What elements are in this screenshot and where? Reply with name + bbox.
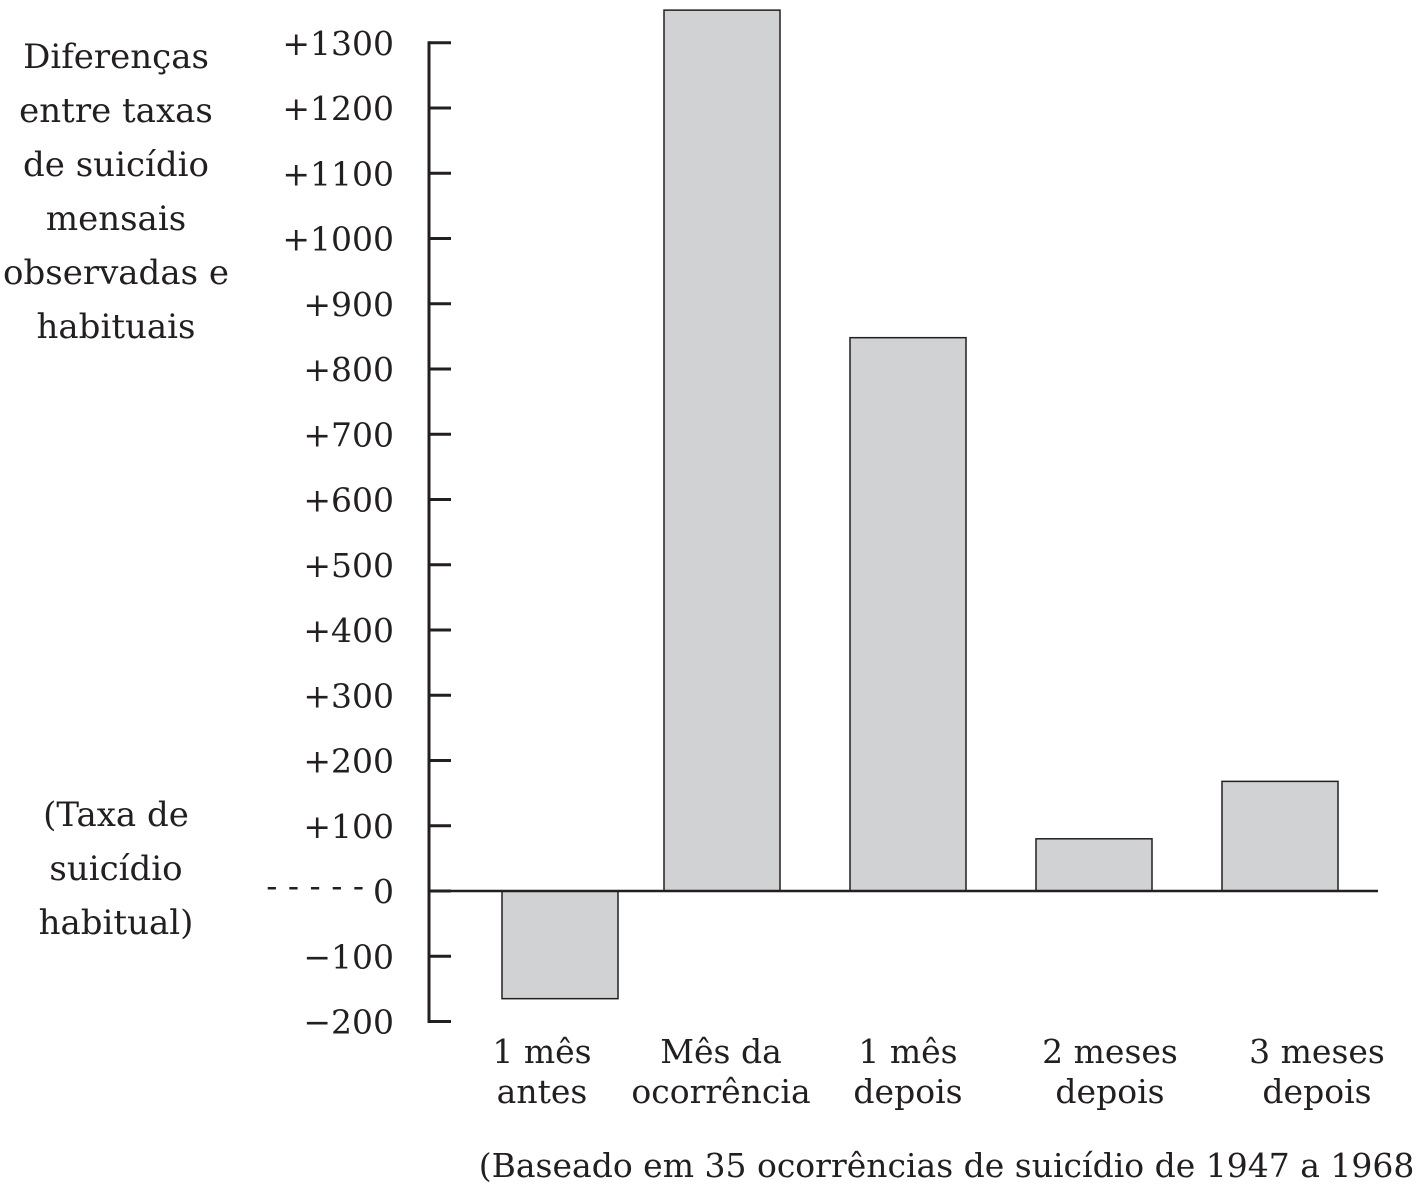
x-category-label: antes (497, 1072, 588, 1111)
baseline-note: (Taxa de suicídio habitual) (39, 795, 194, 943)
baseline-note-line: habitual) (39, 903, 194, 943)
y-tick-label: +1200 (282, 89, 394, 128)
y-tick-label: +700 (303, 415, 394, 454)
baseline-note-line: suicídio (49, 849, 182, 889)
y-tick-label: +400 (303, 611, 394, 650)
x-category-label: 1 mês (858, 1032, 957, 1071)
y-axis-label-line: Diferenças (23, 37, 209, 77)
bar (1035, 838, 1153, 892)
y-tick-label: +600 (303, 481, 394, 520)
baseline-note-line: (Taxa de (43, 795, 189, 835)
y-tick-label: +100 (303, 807, 394, 846)
x-category-label: 1 mês (492, 1032, 591, 1071)
y-axis-label-line: observadas e (3, 253, 229, 293)
bar (1221, 780, 1339, 892)
y-tick-label: −100 (303, 937, 394, 976)
bar (849, 336, 967, 892)
y-axis-label-line: mensais (46, 199, 186, 239)
y-tick-label: 0 (373, 872, 394, 911)
y-tick-label: +200 (303, 742, 394, 781)
x-category-label: depois (853, 1072, 962, 1111)
x-category-label: ocorrência (631, 1072, 810, 1111)
baseline-dash-marker: - - - - - (266, 866, 364, 905)
y-axis-label-line: de suicídio (23, 145, 209, 185)
chart-caption: (Baseado em 35 ocorrências de suicídio d… (479, 1146, 1416, 1184)
y-tick-label: +1000 (282, 220, 394, 259)
x-category-label: 2 meses (1042, 1032, 1178, 1071)
bar (501, 890, 619, 1000)
y-tick-label: +1100 (282, 154, 394, 193)
y-tick-label: +300 (303, 676, 394, 715)
x-category-label: 3 meses (1249, 1032, 1385, 1071)
y-tick-label: +500 (303, 546, 394, 585)
y-axis-label-line: entre taxas (19, 91, 213, 131)
y-tick-label: +800 (303, 350, 394, 389)
y-tick-label: −200 (303, 1003, 394, 1042)
x-category-label: depois (1262, 1072, 1371, 1111)
x-category-label: depois (1055, 1072, 1164, 1111)
x-category-label: Mês da (660, 1032, 782, 1071)
y-tick-label: +900 (303, 285, 394, 324)
y-axis-label-line: habituais (37, 307, 196, 347)
y-axis-label: Diferenças entre taxas de suicídio mensais o… (3, 37, 229, 347)
y-tick-label: +1300 (282, 24, 394, 63)
y-axis-ticks: +1300+1200+1100+1000+900+800+700+600+500… (282, 24, 451, 1042)
bars (501, 9, 1339, 1000)
bar (663, 9, 781, 892)
